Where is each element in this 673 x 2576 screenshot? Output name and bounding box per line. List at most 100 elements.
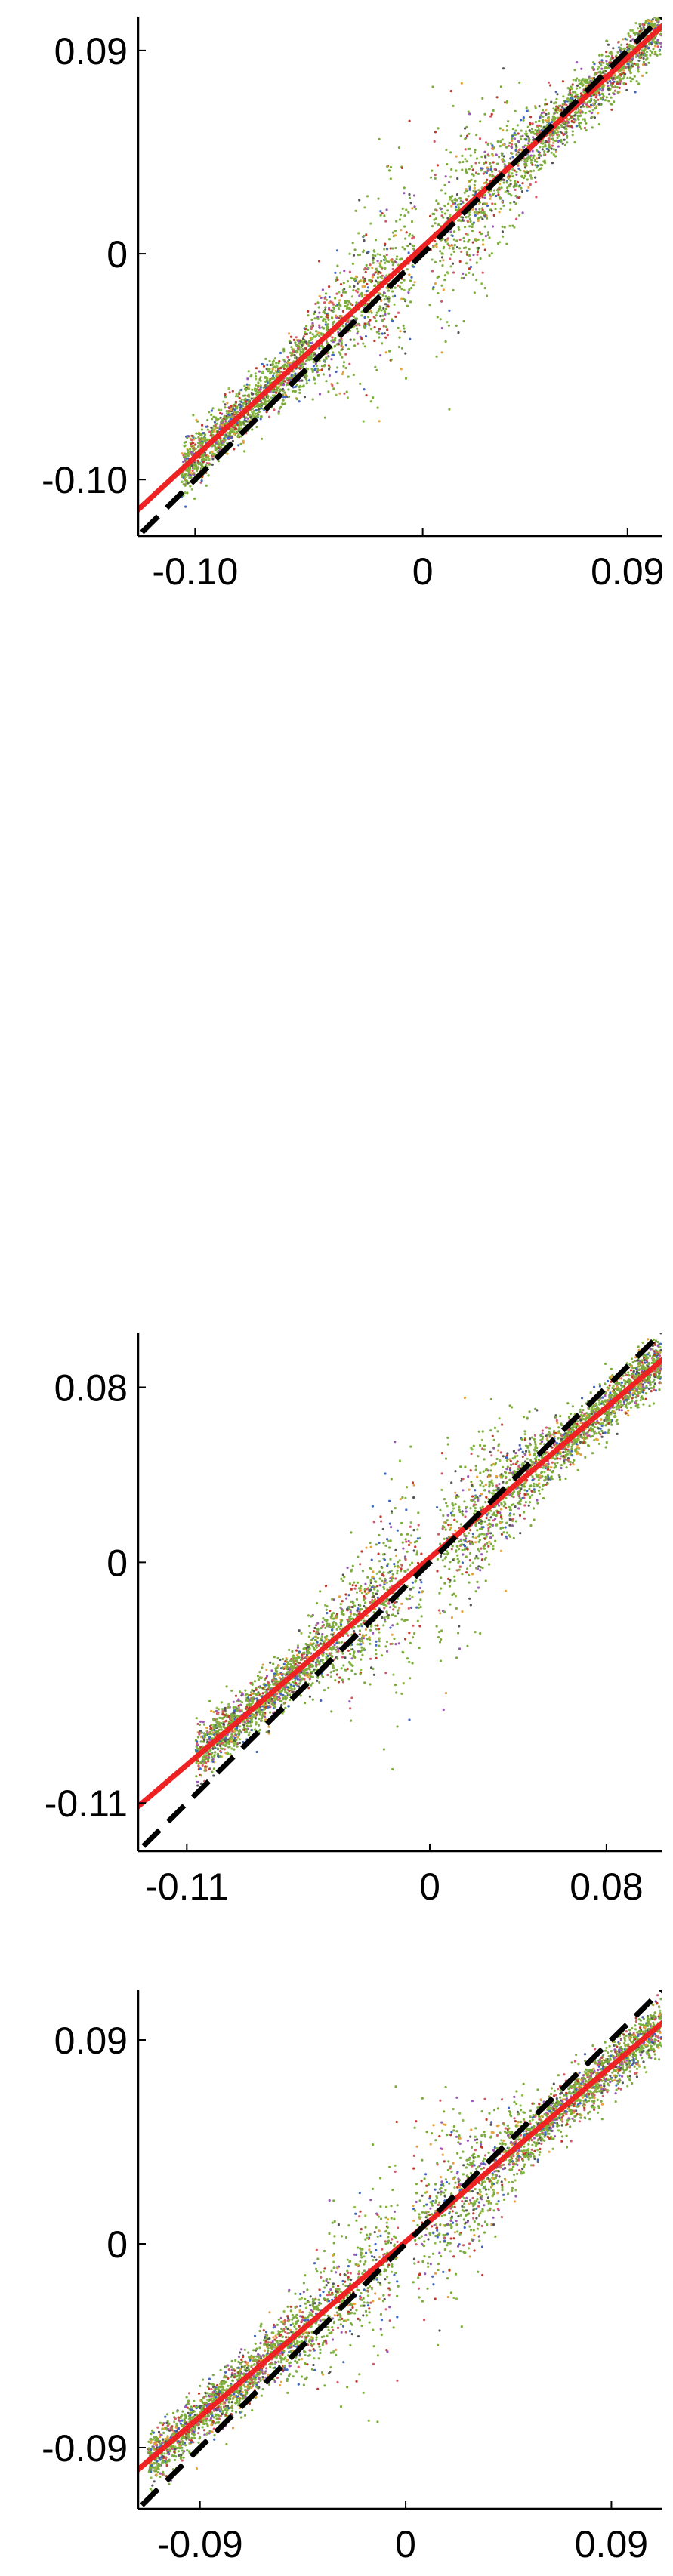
scatter-point [549,138,552,141]
scatter-point [274,369,277,372]
scatter-point [311,337,314,340]
scatter-point [400,288,403,291]
scatter-point [301,362,304,365]
scatter-point [567,121,570,124]
scatter-point [227,409,230,413]
scatter-point [192,452,195,455]
scatter-point [527,186,530,189]
scatter-point [331,339,334,342]
scatter-point [498,211,501,214]
scatter-point [197,445,200,448]
scatter-point [376,406,379,409]
scatter-point [379,276,382,279]
scatter-point [273,372,276,375]
scatter-point [452,247,455,251]
scatter-point [353,285,356,288]
scatter-point [523,1460,527,1463]
scatter-point [495,194,498,198]
scatter-point [251,388,254,391]
scatter-point [594,1402,597,1405]
scatter-point [316,369,320,372]
scatter-point [361,1641,364,1644]
scatter-point [183,474,186,478]
scatter-point [471,208,474,211]
scatter-point [272,359,275,362]
scatter-point [656,45,659,48]
scatter-point [205,458,208,461]
scatter-point [506,186,509,190]
scatter-point [619,69,622,72]
scatter-point [501,200,504,203]
scatter-point [208,451,212,454]
scatter-point [409,1445,412,1448]
scatter-point [293,353,296,357]
scatter-point [440,252,443,255]
scatter-point [237,403,241,406]
scatter-point [404,377,408,380]
scatter-point [659,53,662,56]
scatter-point [509,179,512,182]
scatter-point [502,1481,505,1484]
scatter-point [314,302,317,305]
scatter-point [631,78,634,81]
scatter-point [594,100,597,103]
scatter-point [486,233,490,236]
scatter-point [447,324,451,327]
scatter-point [477,189,480,192]
scatter-point [639,1399,642,1402]
scatter-point [314,334,317,337]
scatter-point [311,341,314,344]
scatter-point [536,164,539,167]
scatter-point [410,220,414,223]
scatter-point [440,284,443,287]
scatter-point [204,436,207,439]
scatter-point [412,265,415,268]
scatter-point [325,298,328,301]
scatter-point [649,54,652,57]
scatter-point [397,146,401,149]
scatter-point [469,258,472,261]
scatter-point [332,320,336,323]
scatter-point [471,168,474,171]
scatter-point [181,480,184,484]
scatter-point [634,55,638,58]
scatter-point [339,304,342,307]
scatter-point [554,91,557,94]
scatter-point [398,285,402,288]
scatter-point [400,297,403,300]
scatter-point [529,159,533,162]
scatter-point [523,174,526,177]
scatter-point [301,379,304,382]
scatter-point [585,122,588,125]
scatter-point [472,190,475,193]
scatter-point [472,254,475,257]
scatter-point [650,43,653,46]
scatter-point [613,93,616,96]
scatter-point [363,325,366,328]
scatter-point [303,1678,306,1681]
scatter-point [506,189,509,192]
scatter-point [523,132,527,135]
scatter-point [440,1555,443,1558]
scatter-point [542,142,545,145]
scatter-point [611,82,615,85]
scatter-point [465,171,468,174]
scatter-point [570,85,573,88]
scatter-point [612,47,615,50]
scatter-point [389,259,392,262]
scatter-point [645,50,649,54]
scatter-point [515,144,518,147]
scatter-point [397,311,400,314]
scatter-point [210,409,213,412]
scatter-point [254,412,257,415]
scatter-point [258,404,261,407]
scatter-point [240,398,243,401]
scatter-point [542,111,545,114]
scatter-point [634,33,637,36]
scatter-point [647,1338,650,1341]
scatter-point [383,214,386,217]
scatter-point [307,1614,310,1617]
scatter-point [488,236,491,239]
scatter-point [468,180,472,183]
scatter-point [588,77,591,80]
